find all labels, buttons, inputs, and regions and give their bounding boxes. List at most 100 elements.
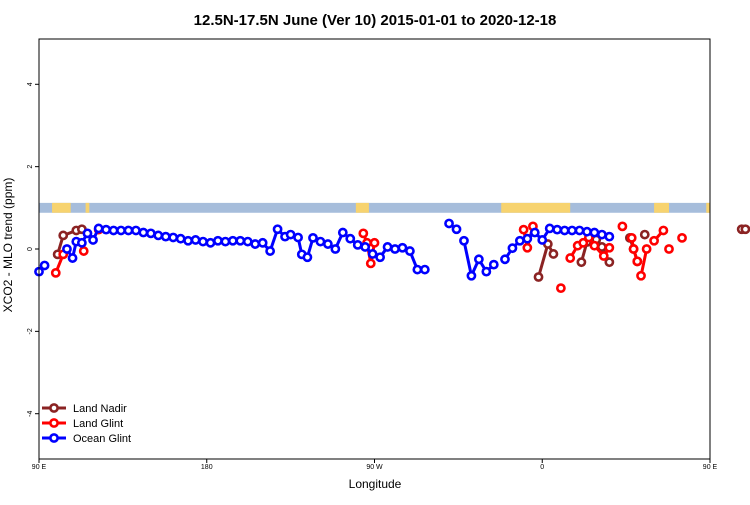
series-layer bbox=[34, 218, 750, 294]
data-point bbox=[582, 226, 592, 237]
data-point bbox=[628, 244, 639, 254]
data-point bbox=[514, 235, 525, 246]
data-point bbox=[67, 253, 78, 263]
data-point bbox=[529, 227, 540, 238]
data-point bbox=[664, 244, 674, 254]
data-point bbox=[365, 258, 376, 269]
data-point bbox=[576, 257, 587, 268]
data-point bbox=[330, 244, 341, 254]
series-line bbox=[537, 242, 555, 278]
data-point bbox=[598, 251, 609, 261]
data-point bbox=[82, 228, 93, 239]
data-point bbox=[308, 232, 318, 243]
legend-marker bbox=[49, 418, 59, 428]
data-point bbox=[565, 253, 576, 263]
data-point bbox=[323, 239, 333, 249]
data-point bbox=[220, 236, 231, 247]
data-point bbox=[369, 237, 380, 248]
land-patch bbox=[501, 202, 571, 213]
data-point bbox=[658, 225, 669, 236]
ocean-band bbox=[39, 202, 710, 213]
data-point bbox=[265, 246, 276, 256]
legend-item: Land Glint bbox=[42, 418, 123, 430]
data-point bbox=[544, 223, 555, 234]
data-point bbox=[358, 228, 369, 239]
data-point bbox=[116, 225, 126, 236]
data-point bbox=[93, 223, 104, 234]
data-point bbox=[138, 227, 149, 238]
data-point bbox=[198, 236, 208, 247]
y-tick-label: 4 bbox=[27, 82, 34, 86]
legend-marker bbox=[49, 433, 59, 443]
data-point bbox=[315, 236, 326, 247]
data-point bbox=[567, 225, 577, 236]
data-point bbox=[537, 235, 548, 245]
x-tick-label: 90 E bbox=[703, 464, 718, 471]
data-point bbox=[405, 246, 415, 256]
data-point bbox=[153, 230, 164, 241]
data-point bbox=[555, 283, 566, 294]
data-point bbox=[78, 246, 89, 256]
y-tick-label: -4 bbox=[27, 410, 34, 416]
data-point bbox=[367, 249, 378, 259]
chart-title: 12.5N-17.5N June (Ver 10) 2015-01-01 to … bbox=[194, 12, 557, 29]
data-point bbox=[451, 224, 462, 235]
data-point bbox=[632, 256, 643, 267]
legend-marker bbox=[49, 403, 59, 413]
data-point bbox=[522, 233, 533, 244]
data-point bbox=[412, 264, 423, 275]
data-point bbox=[257, 237, 268, 248]
data-point bbox=[604, 257, 615, 268]
data-point bbox=[183, 235, 194, 246]
data-point bbox=[175, 233, 186, 244]
data-point bbox=[190, 235, 201, 245]
y-tick-label: 0 bbox=[27, 247, 34, 251]
data-point bbox=[39, 260, 50, 271]
data-point bbox=[375, 252, 385, 263]
data-point bbox=[360, 242, 371, 252]
data-point bbox=[444, 218, 454, 229]
y-tick-label: -2 bbox=[27, 328, 34, 334]
data-point bbox=[578, 237, 589, 248]
data-point bbox=[604, 231, 615, 242]
data-point bbox=[488, 259, 499, 270]
x-tick-label: 0 bbox=[540, 464, 544, 471]
data-point bbox=[285, 229, 296, 240]
data-point bbox=[677, 232, 687, 243]
land-patch bbox=[85, 202, 90, 213]
x-tick-label: 90 W bbox=[366, 464, 383, 471]
data-point bbox=[641, 244, 652, 254]
series-group bbox=[34, 218, 615, 281]
data-point bbox=[459, 235, 469, 246]
data-point bbox=[58, 230, 69, 241]
data-point bbox=[397, 242, 408, 253]
data-point bbox=[473, 254, 484, 265]
data-point bbox=[242, 236, 253, 247]
x-axis: 90 E 180 90 W 0 90 E bbox=[32, 459, 718, 471]
data-point bbox=[617, 221, 628, 232]
legend-item: Land Nadir bbox=[42, 403, 127, 415]
legend: Land Nadir Land Glint Ocean Glint bbox=[42, 403, 131, 445]
data-point bbox=[466, 270, 477, 281]
data-point bbox=[500, 254, 510, 265]
data-point bbox=[481, 266, 492, 277]
data-point bbox=[145, 228, 156, 239]
y-tick-label: 2 bbox=[27, 165, 34, 169]
data-point bbox=[50, 267, 61, 278]
legend-item: Ocean Glint bbox=[42, 433, 131, 445]
legend-label: Land Nadir bbox=[73, 403, 127, 415]
data-point bbox=[382, 242, 393, 252]
data-point bbox=[213, 235, 223, 246]
data-point bbox=[62, 244, 72, 254]
data-point bbox=[740, 224, 750, 235]
data-point bbox=[168, 232, 179, 243]
data-point bbox=[76, 237, 87, 248]
data-point bbox=[108, 225, 119, 236]
y-axis-label: XCO2 - MLO trend (ppm) bbox=[1, 178, 15, 313]
land-ocean-strip bbox=[39, 202, 710, 213]
data-point bbox=[227, 235, 238, 246]
data-point bbox=[345, 233, 356, 244]
data-point bbox=[548, 249, 559, 259]
